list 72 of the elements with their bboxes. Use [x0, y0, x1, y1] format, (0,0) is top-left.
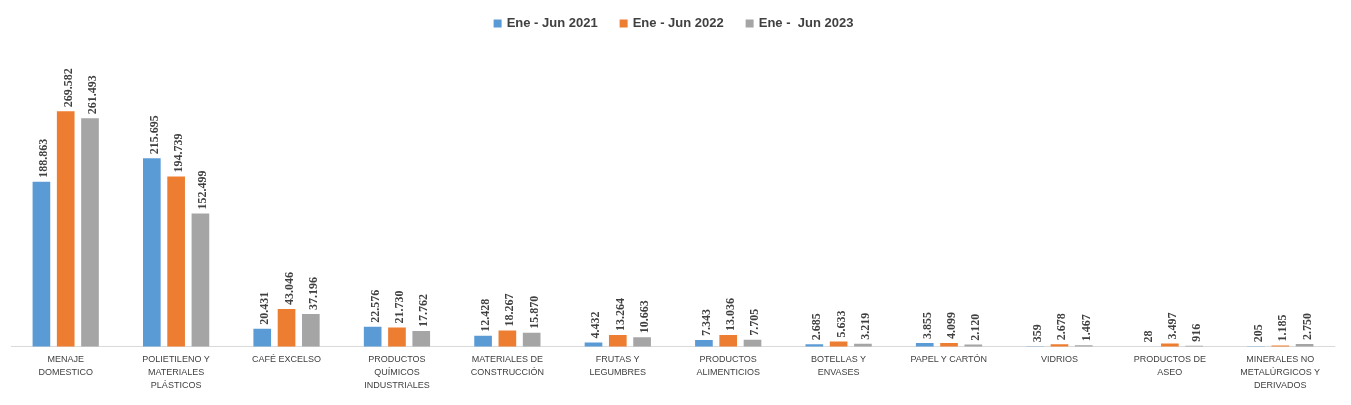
x-tick-label: POLIETILENO Y MATERIALES PLÁSTICOS: [142, 354, 210, 391]
bar: [474, 335, 492, 347]
bar: [81, 118, 99, 347]
x-tick-label: MATERIALES DE CONSTRUCCIÓN: [470, 354, 545, 378]
x-tick-label: PRODUCTOS DE ASEO: [1133, 354, 1207, 378]
data-label: 4.099: [944, 311, 959, 339]
bar: [32, 181, 51, 347]
x-tick-label: PRODUCTOS ALIMENTICIOS: [696, 354, 760, 378]
x-tick-label: FRUTAS Y LEGUMBRES: [589, 354, 647, 378]
bar: [167, 176, 185, 347]
x-tick-label: PAPEL Y CARTÓN: [910, 354, 987, 365]
bar: [633, 337, 651, 347]
data-label: 261.493: [85, 75, 99, 115]
bar: [498, 330, 517, 347]
data-label: 152.499: [195, 170, 210, 210]
data-label: 269.582: [60, 68, 75, 108]
bar: [608, 334, 627, 347]
data-label: 3.497: [1164, 312, 1179, 340]
data-label: 3.855: [919, 312, 934, 340]
bar: [915, 343, 934, 347]
data-label: 2.685: [809, 313, 824, 341]
data-label: 20.431: [257, 291, 272, 325]
bar: [56, 111, 75, 347]
data-label: 28: [1140, 330, 1155, 343]
x-tick-label: BOTELLAS Y ENVASES: [811, 354, 866, 378]
data-label: 22.576: [367, 289, 382, 323]
data-label: 1.467: [1078, 314, 1093, 342]
data-label: 3.219: [857, 312, 872, 340]
data-label: 2.120: [968, 313, 983, 341]
bar: [191, 213, 210, 347]
data-label: 359: [1030, 324, 1045, 343]
bar: [522, 332, 541, 347]
x-tick-label: CAFÉ EXCELSO: [252, 354, 322, 365]
data-label: 21.730: [391, 290, 406, 324]
bar: [253, 328, 272, 347]
data-label: 13.036: [723, 298, 738, 332]
data-label: 18.267: [502, 293, 517, 327]
data-label: 12.428: [478, 298, 493, 332]
bar: [302, 314, 320, 347]
x-tick-label: PRODUCTOS QUÍMICOS INDUSTRIALES: [364, 354, 430, 391]
bar: [277, 308, 296, 347]
bar: [388, 327, 406, 347]
legend-label: Ene - Jun 2023: [758, 15, 854, 30]
data-label: 13.264: [612, 297, 627, 331]
data-label: 916: [1189, 323, 1204, 342]
data-label: 10.663: [637, 300, 652, 334]
bar: [1161, 343, 1179, 347]
data-label: 15.870: [526, 295, 541, 329]
data-label: 1.185: [1275, 314, 1290, 342]
bar: [363, 326, 382, 347]
data-label: 4.432: [588, 311, 603, 339]
bar: [412, 330, 431, 347]
data-label: 2.678: [1054, 313, 1069, 341]
bar: [719, 335, 738, 347]
x-tick-label: MENAJE DOMESTICO: [38, 354, 93, 378]
bar: [695, 340, 713, 347]
x-tick-label: MINERALES NO METALÚRGICOS Y DERIVADOS: [1240, 354, 1321, 391]
data-label: 188.863: [36, 138, 51, 178]
data-label: 215.695: [146, 115, 161, 155]
data-label: 5.633: [833, 310, 848, 338]
bar: [143, 158, 161, 347]
data-label: 205: [1251, 324, 1265, 343]
data-label: 7.705: [747, 308, 762, 336]
x-tick-label: VIDRIOS: [1040, 354, 1078, 365]
data-label: 194.739: [171, 133, 186, 173]
data-label: 2.750: [1299, 313, 1314, 341]
data-label: 7.343: [698, 309, 713, 337]
legend-label: Ene - Jun 2022: [632, 15, 724, 30]
legend-label: Ene - Jun 2021: [506, 15, 598, 30]
data-label: 37.196: [305, 277, 320, 311]
data-label: 17.762: [416, 293, 431, 327]
data-label: 43.046: [281, 271, 296, 305]
